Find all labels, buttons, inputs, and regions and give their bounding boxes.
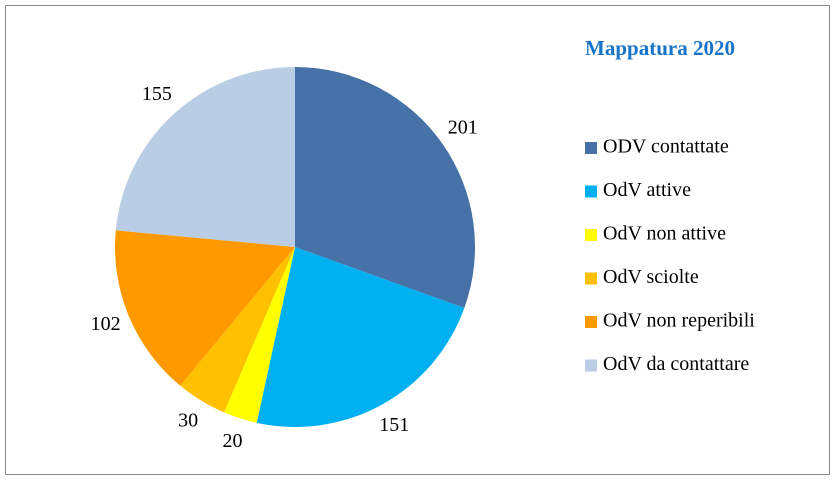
legend-swatch	[585, 229, 597, 241]
legend-label: ODV contattate	[603, 136, 729, 158]
legend-swatch	[585, 272, 597, 285]
data-label: 20	[222, 430, 242, 452]
legend-swatch	[585, 359, 597, 372]
legend-swatch	[585, 185, 597, 198]
legend-swatch	[585, 316, 597, 328]
data-label: 201	[448, 117, 478, 139]
legend-swatch	[585, 142, 597, 154]
legend-label: OdV non attive	[603, 223, 726, 245]
pie-slice	[115, 67, 295, 247]
legend-label: OdV da contattare	[603, 353, 749, 375]
pie-slice	[180, 247, 295, 413]
legend-label: OdV non reperibili	[603, 310, 755, 332]
pie-slice	[224, 247, 295, 423]
data-label: 102	[91, 313, 121, 335]
pie-slice	[114, 230, 295, 386]
chart-title: Mappatura 2020	[585, 36, 735, 60]
legend-label: OdV attive	[603, 179, 691, 201]
pie-slice	[295, 67, 475, 308]
data-label: 151	[379, 414, 409, 436]
data-label: 155	[142, 83, 172, 105]
data-label: 30	[178, 410, 198, 432]
pie-slice	[256, 247, 465, 427]
legend-label: OdV sciolte	[603, 266, 699, 288]
